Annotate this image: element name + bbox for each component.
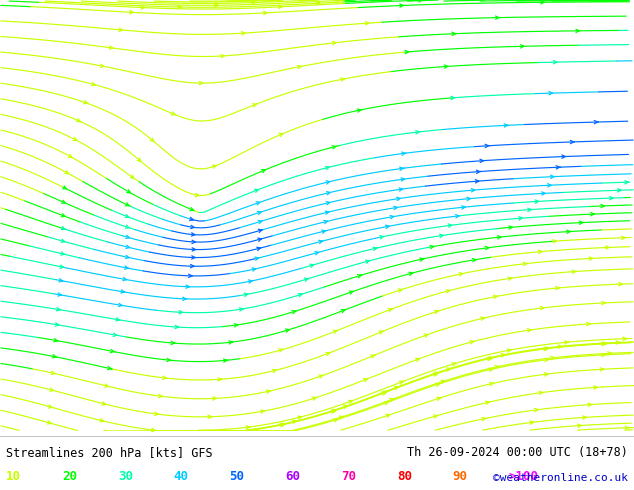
Text: Th 26-09-2024 00:00 UTC (18+78): Th 26-09-2024 00:00 UTC (18+78) xyxy=(407,446,628,459)
Text: 70: 70 xyxy=(341,470,356,483)
Text: 40: 40 xyxy=(174,470,189,483)
Text: 30: 30 xyxy=(118,470,133,483)
Text: 60: 60 xyxy=(285,470,301,483)
Text: >100: >100 xyxy=(508,470,538,483)
Text: 10: 10 xyxy=(6,470,22,483)
Text: 50: 50 xyxy=(230,470,245,483)
Text: 20: 20 xyxy=(62,470,77,483)
Text: 90: 90 xyxy=(453,470,468,483)
Text: 80: 80 xyxy=(397,470,412,483)
Text: Streamlines 200 hPa [kts] GFS: Streamlines 200 hPa [kts] GFS xyxy=(6,446,213,459)
Text: ©weatheronline.co.uk: ©weatheronline.co.uk xyxy=(493,473,628,483)
